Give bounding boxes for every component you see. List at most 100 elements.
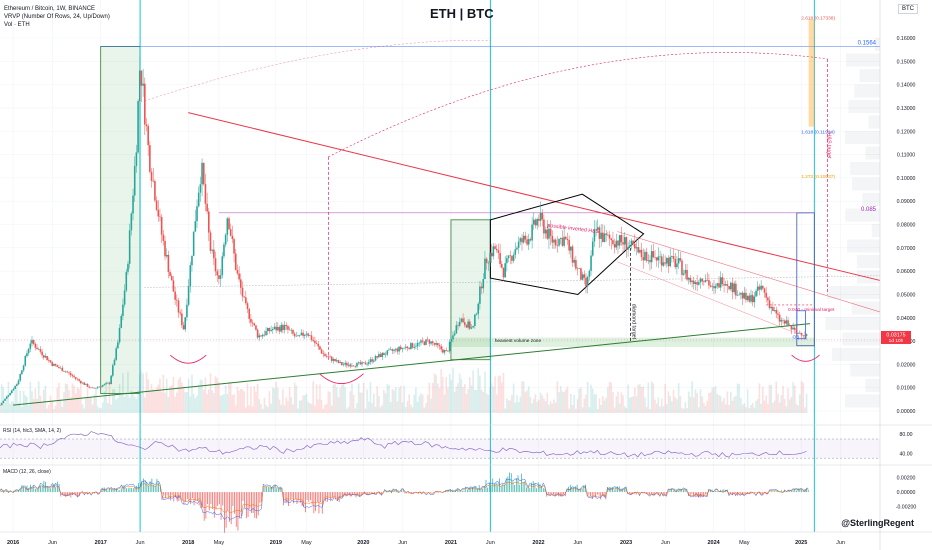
y-tick-label: 0.05000	[897, 292, 916, 298]
volume-bar	[588, 407, 591, 413]
x-tick-label: 2017	[95, 540, 107, 546]
candle-body	[642, 257, 645, 261]
macd-histogram-bar	[556, 492, 558, 495]
volume-bar	[162, 374, 165, 413]
candle-body	[2, 400, 5, 404]
volume-bar	[399, 385, 402, 413]
currency-label[interactable]: BTC	[898, 4, 918, 14]
candle-body	[91, 387, 94, 389]
volume-bar	[280, 404, 283, 413]
candle-body	[583, 274, 586, 278]
macd-histogram-bar	[782, 491, 784, 493]
candle-body	[44, 356, 47, 358]
candle-body	[165, 254, 168, 257]
candle-body	[687, 277, 690, 280]
macd-histogram-bar	[571, 487, 573, 493]
macd-histogram-bar	[674, 488, 676, 493]
candle-body	[246, 303, 249, 309]
candle-body	[223, 244, 225, 257]
candle-body	[713, 286, 715, 289]
candle-body	[354, 366, 357, 367]
volume-bar	[2, 387, 5, 413]
volume-bar	[645, 407, 648, 413]
volume-bar	[181, 382, 183, 413]
candle-body	[756, 286, 759, 291]
volume-bar	[302, 395, 304, 413]
macd-histogram-bar	[473, 486, 475, 493]
macd-histogram-bar	[394, 490, 396, 493]
candle-body	[598, 227, 601, 239]
candle-body	[265, 331, 267, 336]
macd-histogram-bar	[490, 486, 492, 493]
macd-histogram-bar	[628, 492, 630, 494]
candle-body	[88, 386, 91, 388]
candle-body	[69, 373, 72, 376]
candle-body	[526, 239, 528, 245]
x-tick-label: 2020	[357, 540, 369, 546]
macd-histogram-bar	[16, 490, 18, 493]
candle-body	[127, 263, 129, 272]
macd-histogram-bar	[294, 492, 296, 499]
candle-body	[366, 363, 368, 365]
volume-bar	[239, 388, 242, 413]
candle-body	[226, 218, 229, 235]
volume-bar	[93, 394, 96, 413]
candle-body	[357, 362, 360, 363]
macd-histogram-bar	[99, 492, 100, 493]
volume-bar	[669, 396, 671, 413]
volume-bar	[307, 401, 309, 413]
volume-bar	[558, 392, 560, 413]
candle-body	[112, 365, 114, 376]
macd-histogram-bar	[487, 487, 489, 493]
x-tick-label: 2021	[445, 540, 457, 546]
macd-histogram-bar	[218, 492, 220, 505]
macd-histogram-bar	[350, 492, 352, 497]
macd-histogram-bar	[453, 490, 455, 493]
volume-bar	[108, 381, 111, 413]
candle-body	[389, 349, 392, 350]
volume-bar	[571, 404, 574, 413]
macd-histogram-bar	[360, 492, 362, 496]
candle-body	[263, 334, 266, 336]
macd-histogram-bar	[364, 492, 365, 495]
macd-histogram-bar	[181, 492, 183, 501]
candle-body	[319, 346, 321, 350]
candle-body	[268, 327, 271, 332]
volume-bar	[349, 391, 352, 413]
volume-bar	[512, 383, 515, 413]
macd-histogram-bar	[75, 492, 77, 496]
macd-histogram-bar	[758, 492, 760, 494]
volume-bar	[29, 381, 32, 413]
macd-histogram-bar	[801, 489, 802, 493]
macd-histogram-bar	[4, 491, 6, 493]
candle-body	[120, 315, 123, 328]
candle-body	[241, 287, 244, 297]
volume-bar	[16, 383, 18, 413]
volume-bar	[80, 381, 82, 413]
candle-body	[0, 405, 1, 406]
candle-body	[280, 324, 283, 332]
candle-body	[403, 347, 405, 349]
candle-body	[553, 239, 555, 243]
candle-body	[21, 370, 23, 375]
macd-histogram-bar	[148, 485, 149, 493]
volume-bar	[628, 397, 631, 413]
candle-body	[623, 237, 626, 245]
volume-bar	[748, 408, 751, 413]
volume-bars	[0, 367, 808, 413]
candle-body	[465, 325, 468, 328]
macd-histogram-bar	[617, 486, 618, 493]
volume-bar	[406, 401, 409, 413]
candle-body	[410, 343, 412, 350]
candle-body	[613, 244, 616, 248]
volume-bar	[672, 389, 675, 413]
macd-histogram-bar	[293, 492, 295, 504]
macd-histogram-bar	[743, 492, 745, 495]
volume-bar	[364, 408, 367, 413]
candle-body	[157, 209, 160, 217]
candle-body	[666, 257, 668, 264]
candle-body	[251, 322, 254, 324]
candle-body	[777, 313, 779, 315]
